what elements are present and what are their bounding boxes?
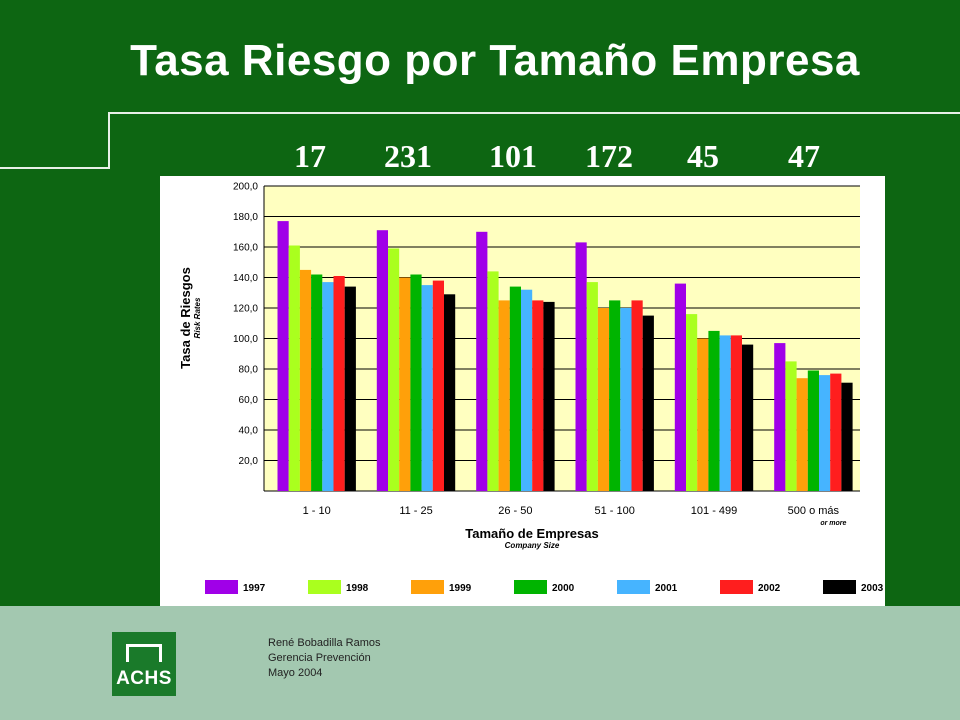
bar: [498, 300, 510, 491]
footer-department: Gerencia Prevención: [268, 652, 371, 664]
y-tick-label: 120,0: [233, 304, 258, 315]
bar: [774, 343, 786, 491]
legend-label: 1997: [243, 583, 266, 594]
legend-label: 2000: [552, 583, 575, 594]
footer-date: Mayo 2004: [268, 667, 323, 679]
count-label: 172: [585, 138, 633, 174]
footer-author: René Bobadilla Ramos: [268, 637, 381, 649]
bar: [609, 300, 621, 491]
legend-swatch: [411, 580, 444, 594]
bar: [708, 330, 720, 491]
bar: [686, 314, 698, 491]
x-tick-sublabel: or more: [820, 520, 846, 527]
legend-swatch: [823, 580, 856, 594]
decorative-line: [108, 112, 960, 114]
y-tick-label: 140,0: [233, 273, 258, 284]
bar: [333, 276, 345, 491]
y-tick-label: 160,0: [233, 243, 258, 254]
decorative-line-vertical: [108, 112, 110, 169]
y-tick-label: 100,0: [233, 334, 258, 345]
x-axis-title: Tamaño de Empresas: [465, 526, 598, 541]
bar: [444, 294, 456, 491]
bar: [730, 335, 742, 491]
y-tick-label: 60,0: [239, 395, 259, 406]
bar: [543, 301, 555, 491]
x-tick-label: 1 - 10: [303, 505, 331, 517]
bar-chart: 20,0 40,0 60,0 80,0 100,0 120,0 140,0 160,0 180,…: [178, 182, 884, 594]
bar: [311, 274, 323, 491]
y-tick-label: 180,0: [233, 212, 258, 223]
count-label: 231: [384, 138, 432, 174]
bar: [719, 335, 731, 491]
logo-text: ACHS: [116, 668, 172, 689]
bar: [476, 231, 488, 492]
y-axis-subtitle: Risk Rates: [193, 297, 202, 338]
bar: [509, 286, 521, 491]
bar: [742, 344, 754, 491]
chart-container: 20,0 40,0 60,0 80,0 100,0 120,0 140,0 160,0 180,…: [160, 176, 885, 606]
x-tick-label: 11 - 25: [399, 505, 432, 517]
bar: [597, 308, 610, 491]
count-label: 17: [294, 138, 326, 174]
bar: [807, 370, 819, 491]
bar: [376, 230, 388, 491]
legend-label: 2002: [758, 583, 781, 594]
footer-text: René Bobadilla Ramos Gerencia Prevención…: [268, 636, 381, 681]
bar: [575, 242, 587, 491]
bar: [796, 378, 808, 491]
bar: [532, 300, 544, 491]
count-label: 47: [788, 138, 820, 174]
bar: [620, 308, 632, 491]
bar: [388, 248, 400, 491]
x-axis-subtitle: Company Size: [505, 541, 560, 550]
company-counts: 17 231 101 172 45 47: [0, 138, 960, 178]
y-axis-title: Tasa de Riesgos: [178, 267, 193, 369]
bar: [299, 269, 312, 491]
bar: [399, 277, 411, 491]
bar: [631, 300, 643, 491]
x-tick-label: 26 - 50: [498, 505, 532, 517]
y-tick-label: 200,0: [233, 182, 258, 193]
decorative-line-left: [0, 167, 110, 169]
bar: [487, 271, 499, 491]
bar: [697, 338, 709, 491]
logo-mark-icon: [126, 644, 162, 662]
legend-swatch: [514, 580, 547, 594]
bar: [288, 245, 300, 491]
bar: [421, 285, 433, 491]
y-tick-label: 80,0: [239, 365, 259, 376]
bar: [322, 282, 334, 491]
legend-swatch: [308, 580, 341, 594]
bar: [785, 361, 797, 491]
bar: [819, 375, 831, 491]
slide-title: Tasa Riesgo por Tamaño Empresa: [130, 36, 860, 85]
y-tick-label: 20,0: [239, 456, 259, 467]
legend-swatch: [617, 580, 650, 594]
legend-label: 2001: [655, 583, 678, 594]
y-tick-label: 40,0: [239, 426, 259, 437]
bar: [841, 382, 853, 491]
bar: [642, 315, 654, 491]
bar: [830, 373, 842, 491]
legend-label: 1999: [449, 583, 472, 594]
bar: [586, 282, 598, 491]
count-label: 45: [687, 138, 719, 174]
legend-swatch: [720, 580, 753, 594]
bar: [410, 274, 422, 491]
bar: [432, 280, 444, 491]
x-tick-label: 51 - 100: [595, 505, 635, 517]
count-label: 101: [489, 138, 537, 174]
legend-label: 2003: [861, 583, 884, 594]
bar: [344, 286, 356, 491]
x-tick-label: 101 - 499: [691, 505, 737, 517]
achs-logo: ACHS: [112, 632, 176, 696]
bar: [277, 221, 289, 491]
bar: [521, 289, 533, 491]
legend-label: 1998: [346, 583, 369, 594]
legend-swatch: [205, 580, 238, 594]
x-tick-label: 500 o más: [788, 505, 840, 517]
bar: [674, 283, 686, 491]
